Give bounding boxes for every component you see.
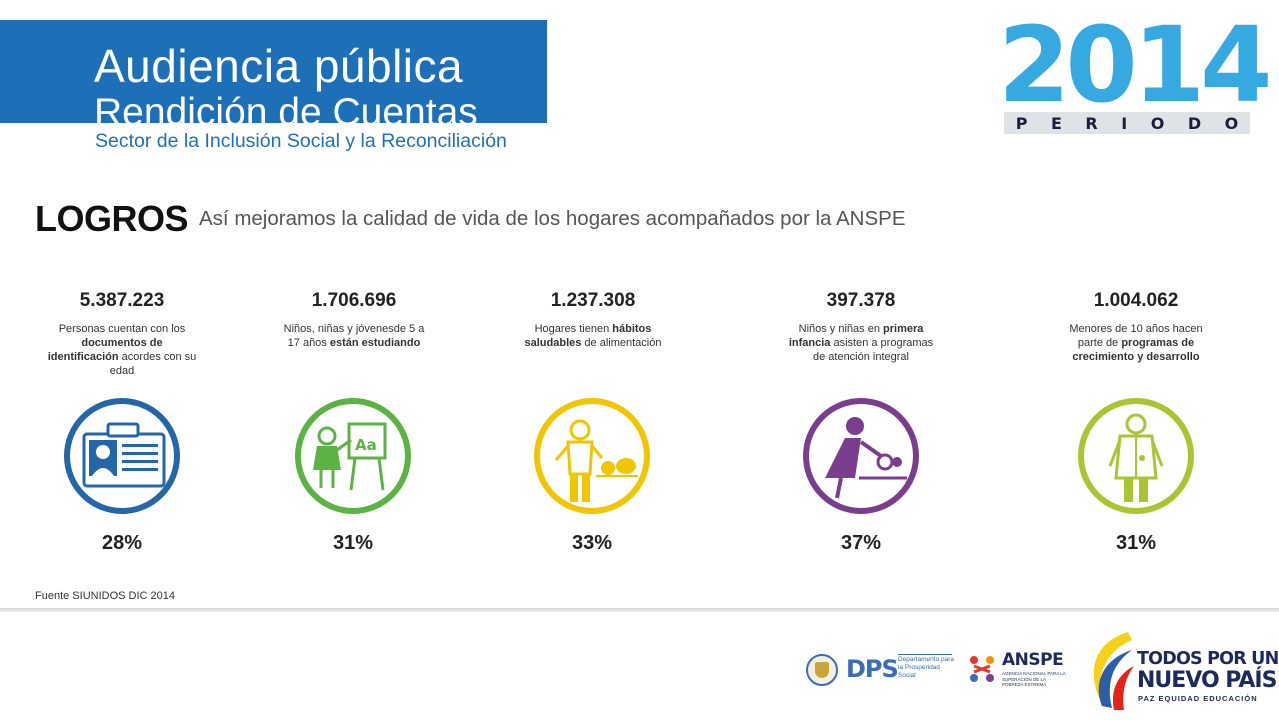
- periodo-letter: O: [1224, 113, 1239, 133]
- doctor-icon: [1076, 396, 1196, 516]
- achievement-description: Personas cuentan con los documentos de i…: [47, 323, 197, 377]
- todos-por-un-nuevo-pais-logo: TODOS POR UN NUEVO PAÍS PAZ EQUIDAD EDUC…: [1082, 628, 1279, 712]
- title-banner: Audiencia pública Rendición de Cuentas: [0, 20, 547, 134]
- colombia-seal-icon: [806, 654, 838, 686]
- periodo-letter: D: [1187, 113, 1202, 133]
- footer-divider: [0, 608, 1279, 612]
- periodo-letter: P: [1015, 113, 1028, 133]
- achievement-description: Hogares tienen hábitos saludables de ali…: [524, 323, 662, 349]
- achievement-percent: 31%: [1115, 532, 1157, 554]
- gov-slogan-line2: NUEVO PAÍS: [1137, 668, 1277, 693]
- sector-subtitle: Sector de la Inclusión Social y la Recon…: [95, 130, 507, 152]
- achievement-percent: 28%: [101, 532, 143, 554]
- achievement-value: 397.378: [826, 290, 896, 311]
- achievement-value: 1.004.062: [1093, 290, 1179, 311]
- dps-description: Departamento para la Prosperidad Social: [898, 656, 955, 679]
- student-board-icon: Aa: [293, 396, 413, 516]
- achievement-description: Niños, niñas y jóvenesde 5 a 17 años est…: [283, 323, 425, 349]
- achievement-value: 1.706.696: [311, 290, 397, 311]
- achievement-value: 1.237.308: [550, 290, 636, 311]
- periodo-letter: O: [1150, 113, 1165, 133]
- achievement-3: 1.237.308 Hogares tienen hábitos saludab…: [518, 290, 668, 350]
- achievement-description: Niños y niñas en primera infancia asiste…: [788, 323, 934, 363]
- achievement-value: 5.387.223: [79, 290, 165, 311]
- achievement-percent: 31%: [332, 532, 374, 554]
- section-subtitle: Así mejoramos la calidad de vida de los …: [199, 207, 906, 230]
- banner-title-line1: Audiencia pública: [94, 40, 464, 92]
- achievement-2: 1.706.696 Niños, niñas y jóvenesde 5 a 1…: [279, 290, 429, 350]
- achievement-percent: 33%: [571, 532, 613, 554]
- periodo-bar: P E R I O D O: [1004, 112, 1250, 134]
- achievement-description: Menores de 10 años hacen parte de progra…: [1069, 323, 1203, 363]
- source-note: Fuente SIUNIDOS DIC 2014: [35, 590, 176, 602]
- periodo-letter: E: [1050, 113, 1062, 133]
- periodo-letter: I: [1121, 113, 1128, 133]
- anspe-logo: ANSPE AGENCIA NACIONAL PARA LA SUPERACIÓ…: [966, 650, 1066, 690]
- flag-swoosh-icon: [1093, 632, 1134, 710]
- section-title: LOGROS: [35, 198, 189, 239]
- id-card-icon: [62, 396, 182, 516]
- anspe-description: AGENCIA NACIONAL PARA LA SUPERACIÓN DE L…: [1002, 671, 1066, 687]
- achievement-5: 1.004.062 Menores de 10 años hacen parte…: [1061, 290, 1211, 364]
- periodo-letter: R: [1085, 113, 1098, 133]
- anspe-name: ANSPE: [1002, 650, 1064, 670]
- achievement-percent: 37%: [840, 532, 882, 554]
- early-childhood-icon: [801, 396, 921, 516]
- dps-logo: DPS Departamento para la Prosperidad Soc…: [806, 652, 954, 688]
- anspe-mark-icon: [970, 656, 994, 682]
- healthy-food-icon: [532, 396, 652, 516]
- svg-text:Aa: Aa: [355, 436, 377, 454]
- gov-slogan-line3: PAZ EQUIDAD EDUCACIÓN: [1138, 694, 1258, 703]
- dps-name: DPS: [846, 655, 899, 683]
- banner-title-line2: Rendición de Cuentas: [94, 91, 478, 134]
- achievement-4: 397.378 Niños y niñas en primera infanci…: [786, 290, 936, 364]
- achievement-1: 5.387.223 Personas cuentan con los docum…: [47, 290, 197, 378]
- gov-slogan-line1: TODOS POR UN: [1137, 649, 1279, 669]
- year-label: 2014: [998, 4, 1272, 126]
